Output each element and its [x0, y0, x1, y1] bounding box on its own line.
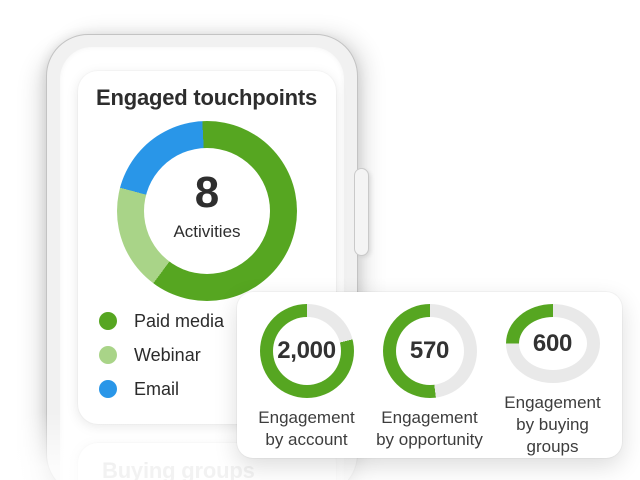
engagement-by-buying-groups-gauge: 600: [505, 304, 600, 383]
paid-media-swatch: [99, 312, 117, 330]
paid-media-label: Paid media: [134, 310, 225, 331]
label-line-1: Engagement: [381, 408, 478, 427]
engaged-touchpoints-card: Engaged touchpoints 8 Activities Paid me…: [78, 71, 336, 424]
label-line-1: Engagement: [258, 408, 355, 427]
activities-count: 8: [194, 167, 220, 217]
gauge-center: 570: [395, 317, 464, 385]
label-line-1: Engagement: [504, 393, 601, 412]
engagement-by-account-value: 2,000: [277, 337, 336, 364]
buying-groups-title: Buying groups: [102, 458, 255, 480]
activities-donut-chart: 8 Activities: [117, 121, 297, 301]
label-line-2: by buying groups: [516, 415, 589, 456]
label-line-2: by account: [265, 430, 348, 449]
engaged-touchpoints-title: Engaged touchpoints: [96, 85, 318, 110]
legend-item-webinar[interactable]: Webinar: [99, 344, 336, 365]
gauge-center: 600: [518, 317, 587, 370]
engagement-by-buying-groups-value: 600: [532, 329, 573, 357]
phone-side-button: [355, 169, 368, 255]
engagement-by-account-metric: 2,000 Engagement by account: [245, 304, 368, 458]
gauge-center: 2,000: [272, 317, 341, 385]
legend-item-email[interactable]: Email: [99, 378, 336, 399]
engagement-by-opportunity-value: 570: [409, 337, 450, 364]
email-swatch: [99, 380, 117, 398]
engagement-by-account-label: Engagement by account: [258, 407, 354, 451]
legend-item-paid-media[interactable]: Paid media: [99, 310, 336, 331]
engagement-by-opportunity-metric: 570 Engagement by opportunity: [368, 304, 491, 458]
label-line-2: by opportunity: [376, 430, 483, 449]
webinar-label: Webinar: [134, 344, 201, 365]
engagement-by-opportunity-gauge: 570: [382, 304, 477, 398]
donut-center: 8 Activities: [144, 148, 270, 274]
engagement-metrics-card: 2,000 Engagement by account 570 Engageme…: [237, 292, 622, 458]
webinar-swatch: [99, 346, 117, 364]
engagement-by-account-gauge: 2,000: [259, 304, 354, 398]
engagement-by-buying-groups-metric: 600 Engagement by buying groups: [491, 304, 614, 458]
donut-legend: Paid media Webinar Email: [99, 310, 336, 399]
activities-label: Activities: [173, 221, 241, 241]
engagement-by-buying-groups-label: Engagement by buying groups: [491, 392, 614, 458]
engagement-by-opportunity-label: Engagement by opportunity: [376, 407, 483, 451]
email-label: Email: [134, 378, 180, 399]
